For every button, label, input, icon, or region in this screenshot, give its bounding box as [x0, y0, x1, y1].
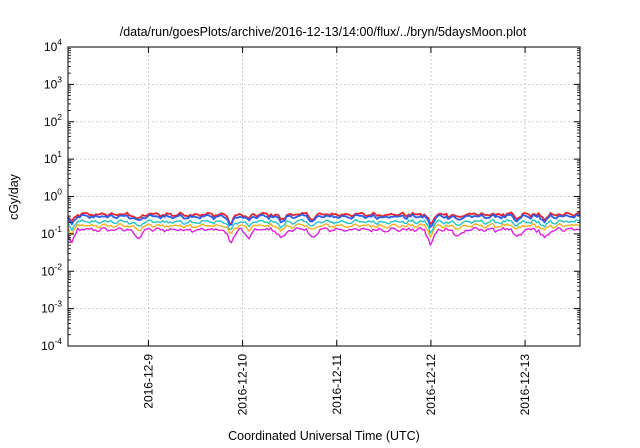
series-line — [67, 211, 581, 225]
series-line — [67, 222, 581, 238]
y-tick-label: 10-2 — [41, 261, 62, 278]
y-tick-label: 102 — [44, 112, 62, 129]
y-tick-label: 10-4 — [41, 336, 62, 353]
y-axis-label: cGy/day — [7, 173, 21, 220]
x-tick-label: 2016-12-10 — [236, 354, 250, 416]
x-axis-label: Coordinated Universal Time (UTC) — [228, 429, 420, 443]
x-tick-label: 2016-12-11 — [330, 354, 344, 415]
x-tick-label: 2016-12-9 — [141, 354, 155, 409]
y-tick-label: 103 — [44, 74, 62, 91]
y-tick-label: 10-1 — [41, 224, 62, 241]
y-tick-label: 104 — [44, 37, 62, 54]
grid — [68, 47, 580, 346]
tick-group: 10-4 10-3 10-2 10-1 100 101 102 103 104 2016-12-9… — [41, 37, 580, 415]
x-tick-label: 2016-12-13 — [518, 354, 532, 416]
series-line — [67, 218, 581, 234]
series-group — [67, 211, 581, 246]
y-tick-label: 100 — [44, 187, 62, 204]
x-tick-label: 2016-12-12 — [424, 354, 438, 416]
series-line — [67, 226, 581, 246]
chart-title: /data/run/goesPlots/archive/2016-12-13/1… — [120, 25, 527, 39]
series-line — [67, 213, 581, 228]
y-tick-label: 10-3 — [41, 299, 62, 316]
y-tick-label: 101 — [44, 149, 62, 166]
